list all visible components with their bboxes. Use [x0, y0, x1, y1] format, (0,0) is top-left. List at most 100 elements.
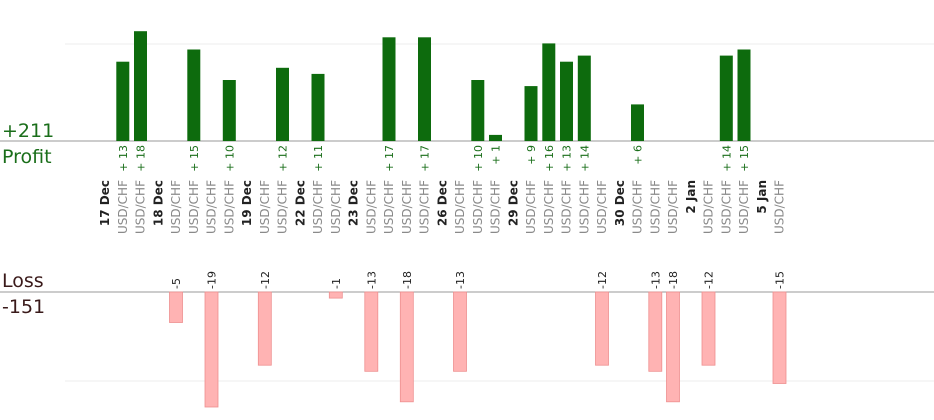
pair-label: USD/CHF	[702, 180, 716, 234]
date-label: 26 Dec	[435, 180, 449, 226]
pair-label: USD/CHF	[382, 180, 396, 234]
date-label: 5 Jan	[755, 180, 769, 214]
profit-bar	[471, 80, 485, 141]
loss-total: -151	[2, 296, 45, 318]
pair-label: USD/CHF	[524, 180, 538, 234]
pair-label: USD/CHF	[418, 180, 432, 234]
profit-value-label: + 13	[561, 145, 574, 172]
date-label: 29 Dec	[506, 180, 520, 226]
loss-value-label: -12	[259, 271, 272, 289]
pair-label: USD/CHF	[276, 180, 290, 234]
profit-value-label: + 17	[383, 145, 396, 172]
pair-label: USD/CHF	[666, 180, 680, 234]
loss-value-label: -18	[401, 271, 414, 289]
pair-label: USD/CHF	[329, 180, 343, 234]
profit-value-label: + 10	[472, 145, 485, 172]
pair-label: USD/CHF	[560, 180, 574, 234]
pair-label: USD/CHF	[134, 180, 148, 234]
loss-value-label: -5	[170, 278, 183, 289]
profit-bar	[719, 55, 733, 141]
profit-bar	[577, 55, 591, 141]
loss-bar	[204, 291, 219, 408]
loss-bar	[453, 291, 467, 372]
loss-value-label: -12	[703, 271, 716, 289]
profit-bar	[524, 86, 538, 141]
profit-bar	[560, 61, 573, 142]
profit-value-label: + 15	[188, 145, 201, 172]
loss-label: Loss	[2, 270, 44, 292]
profit-value-label: + 17	[419, 145, 432, 172]
profit-value-label: + 13	[117, 145, 130, 172]
profit-value-label: + 12	[277, 145, 290, 172]
pair-label: USD/CHF	[471, 180, 485, 234]
profit-bar	[311, 73, 325, 141]
date-label: 19 Dec	[240, 180, 254, 226]
loss-value-label: -1	[330, 278, 343, 289]
profit-label: Profit	[2, 146, 52, 168]
date-label: 22 Dec	[293, 180, 307, 226]
profit-value-label: + 18	[135, 145, 148, 172]
loss-bar	[648, 291, 663, 372]
loss-bar	[364, 291, 379, 372]
profit-value-label: + 14	[720, 145, 733, 172]
bars	[116, 31, 787, 408]
date-label: 18 Dec	[151, 180, 165, 226]
profit-bar	[418, 37, 431, 141]
pair-label: USD/CHF	[595, 180, 609, 234]
pair-label: USD/CHF	[169, 180, 183, 234]
date-label: 17 Dec	[98, 180, 112, 226]
profit-bar	[489, 134, 502, 141]
profit-value-label: + 11	[312, 145, 325, 172]
date-label: 23 Dec	[347, 180, 361, 226]
profit-value-label: + 10	[223, 145, 236, 172]
pair-label: USD/CHF	[542, 180, 556, 234]
profit-total: +211	[2, 120, 54, 142]
loss-bar	[595, 291, 609, 366]
profit-bar	[187, 49, 201, 141]
date-label: 30 Dec	[613, 180, 627, 226]
pair-label: USD/CHF	[453, 180, 467, 234]
loss-value-label: -13	[649, 271, 662, 289]
profit-value-label: + 15	[738, 145, 751, 172]
profit-value-label: + 6	[632, 145, 645, 165]
loss-value-label: -13	[365, 271, 378, 289]
pair-label: USD/CHF	[737, 180, 751, 234]
pair-label: USD/CHF	[205, 180, 219, 234]
loss-value-label: -12	[596, 271, 609, 289]
profit-bar	[631, 104, 644, 141]
profit-value-label: + 9	[525, 145, 538, 165]
profit-value-label: + 1	[490, 145, 503, 165]
pair-label: USD/CHF	[489, 180, 503, 234]
profit-bar	[222, 80, 236, 141]
pair-label: USD/CHF	[311, 180, 325, 234]
loss-value-label: -19	[206, 271, 219, 289]
profit-bar	[116, 61, 130, 142]
pair-label: USD/CHF	[719, 180, 733, 234]
loss-bar	[772, 291, 787, 384]
pair-label: USD/CHF	[364, 180, 378, 234]
pair-label: USD/CHF	[648, 180, 662, 234]
loss-bar	[257, 291, 272, 366]
profit-value-label: + 16	[543, 145, 556, 172]
pair-label: USD/CHF	[773, 180, 787, 234]
profit-bar	[276, 67, 289, 141]
loss-bar	[399, 291, 414, 403]
pair-label: USD/CHF	[400, 180, 414, 234]
profit-bar	[134, 31, 147, 142]
loss-value-label: -18	[667, 271, 680, 289]
pair-label: USD/CHF	[631, 180, 645, 234]
profit-bar	[542, 43, 556, 141]
loss-value-label: -15	[774, 271, 787, 289]
pair-label: USD/CHF	[258, 180, 272, 234]
loss-bar	[328, 291, 343, 299]
profit-bar	[382, 37, 396, 141]
pair-label: USD/CHF	[187, 180, 201, 234]
loss-bar	[666, 291, 680, 403]
pair-label: USD/CHF	[222, 180, 236, 234]
loss-bar	[701, 291, 716, 366]
loss-value-label: -13	[454, 271, 467, 289]
pair-label: USD/CHF	[116, 180, 130, 234]
pair-label: USD/CHF	[577, 180, 591, 234]
